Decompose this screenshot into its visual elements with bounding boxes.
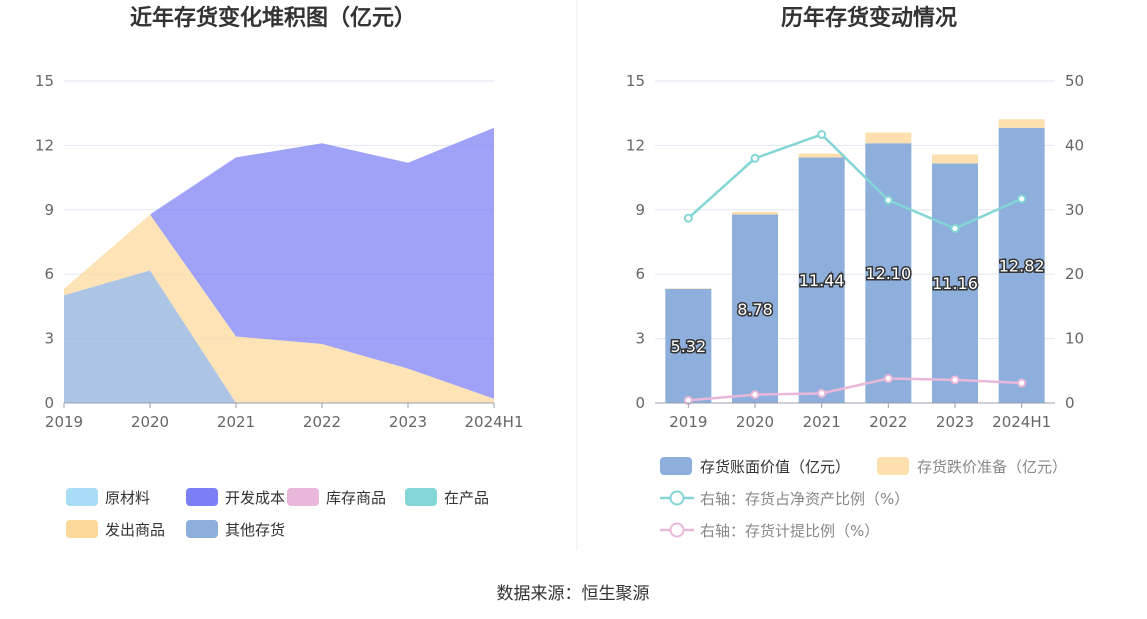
right-axes: 0 3 6 9 12 15 0 10 20 30 40 50 2019 2020 2021 2022 2023 2… [626, 72, 1084, 431]
right-bars [665, 119, 1045, 403]
bar-value-label: 11.44 [799, 271, 845, 290]
left-legend-label-2: 库存商品 [326, 489, 386, 507]
line-series-0 [687, 133, 1023, 230]
right-x-tick-label: 2022 [869, 413, 907, 431]
left-y-tick-label: 3 [44, 330, 54, 348]
bar-value-label: 12.82 [999, 256, 1045, 275]
right-y-tick-label: 9 [635, 201, 645, 219]
left-legend-swatch-5 [186, 520, 218, 538]
line-point-1 [1017, 378, 1027, 388]
right-legend-marker-1 [669, 522, 685, 538]
left-x-tick-label: 2019 [45, 413, 83, 431]
left-legend-label-3: 在产品 [444, 489, 489, 507]
right-bar-labels: 5.32 8.78 11.44 12.10 11.16 12.82 [669, 255, 1046, 358]
right-y2-tick-label: 10 [1065, 330, 1084, 348]
left-x-tick-label: 2023 [389, 413, 427, 431]
right-lines [683, 129, 1027, 405]
bar-value-label: 8.78 [737, 300, 773, 319]
area-series-1 [64, 127, 494, 399]
left-legend-swatch-4 [66, 520, 98, 538]
right-y2-tick-label: 40 [1065, 136, 1084, 154]
left-x-tick-label: 2024H1 [465, 413, 524, 431]
right-grid [655, 80, 1055, 340]
right-legend-marker-0 [669, 490, 685, 506]
line-point-1 [817, 388, 827, 398]
right-y-tick-label: 12 [626, 136, 645, 154]
right-y2-tick-label: 20 [1065, 265, 1084, 283]
bar-value-label: 11.16 [932, 274, 978, 293]
line-point-0 [817, 129, 827, 139]
inventory-bar-chart-title: 历年存货变动情况 [781, 5, 957, 31]
left-legend-label-4: 发出商品 [105, 521, 165, 539]
bar-book-value [732, 214, 778, 403]
right-y2-tick-label: 50 [1065, 72, 1084, 90]
right-legend-line-label-0: 右轴：存货占净资产比例（%） [700, 490, 909, 508]
line-point-0 [750, 153, 760, 163]
stacked-area-chart: 近年存货变化堆积图（亿元） 0 3 6 9 12 15 2019 2020 2021 2022 20… [35, 5, 524, 539]
bar-book-value [998, 127, 1045, 403]
bar-book-value [932, 163, 978, 403]
bar-impairment [932, 154, 978, 164]
bar-impairment [798, 153, 845, 158]
right-legend-swatch-1 [877, 457, 909, 475]
left-y-tick-label: 0 [44, 394, 54, 412]
right-legend-swatch-0 [660, 457, 692, 475]
right-legend: 存货账面价值（亿元） 存货跌价准备（亿元） 右轴：存货占净资产比例（%） 右轴：存货计… [660, 457, 1067, 540]
bar-impairment [998, 119, 1045, 128]
left-y-tick-label: 15 [35, 72, 54, 90]
right-legend-label-1: 存货跌价准备（亿元） [917, 458, 1067, 476]
right-y-tick-label: 3 [635, 330, 645, 348]
bar-value-label: 5.32 [671, 337, 707, 356]
left-legend-swatch-1 [186, 488, 218, 506]
bar-book-value [798, 157, 845, 403]
left-legend-label-5: 其他存货 [225, 521, 285, 539]
right-y-tick-label: 0 [635, 394, 645, 412]
right-legend-line-label-1: 右轴：存货计提比例（%） [700, 522, 879, 540]
right-x-tick-label: 2019 [669, 413, 707, 431]
left-legend-swatch-0 [66, 488, 98, 506]
right-x-tick-label: 2020 [736, 413, 774, 431]
right-legend-label-0: 存货账面价值（亿元） [700, 458, 850, 476]
left-legend-swatch-3 [405, 488, 437, 506]
right-y-tick-label: 15 [626, 72, 645, 90]
right-x-tick-label: 2021 [803, 413, 841, 431]
right-y2-tick-label: 30 [1065, 201, 1084, 219]
left-y-tick-label: 6 [44, 265, 54, 283]
right-x-tick-label: 2023 [936, 413, 974, 431]
left-x-tick-label: 2021 [217, 413, 255, 431]
left-legend-swatch-2 [287, 488, 319, 506]
line-point-1 [950, 375, 960, 385]
right-y-tick-label: 6 [635, 265, 645, 283]
left-y-tick-label: 12 [35, 136, 54, 154]
right-y2-tick-label: 0 [1065, 394, 1075, 412]
line-series-1 [688, 377, 1022, 402]
bar-book-value [665, 288, 712, 403]
line-point-0 [883, 195, 893, 205]
stacked-area-chart-title: 近年存货变化堆积图（亿元） [130, 5, 416, 31]
left-axes: 0 3 6 9 12 15 2019 2020 2021 2022 2023 2024H1 [35, 72, 524, 431]
line-point-0 [683, 213, 693, 223]
left-legend-label-0: 原材料 [105, 489, 150, 507]
data-source-label: 数据来源：恒生聚源 [497, 584, 650, 604]
line-point-1 [750, 390, 760, 400]
line-point-1 [883, 374, 893, 384]
bar-impairment [865, 132, 912, 144]
inventory-bar-chart: 历年存货变动情况 0 3 6 9 12 15 0 10 20 30 40 50 2019 2020 2021… [626, 5, 1084, 540]
bar-value-label: 12.10 [865, 264, 911, 283]
left-legend-label-1: 开发成本 [225, 489, 285, 507]
line-point-0 [950, 223, 960, 233]
left-areas [64, 127, 494, 403]
left-x-tick-label: 2020 [131, 413, 169, 431]
left-y-tick-label: 9 [44, 201, 54, 219]
bar-impairment [732, 211, 778, 215]
area-series-5 [64, 270, 494, 403]
left-x-tick-label: 2022 [303, 413, 341, 431]
right-x-tick-label: 2024H1 [992, 413, 1051, 431]
line-point-0 [1017, 194, 1027, 204]
area-series-4 [64, 214, 494, 403]
